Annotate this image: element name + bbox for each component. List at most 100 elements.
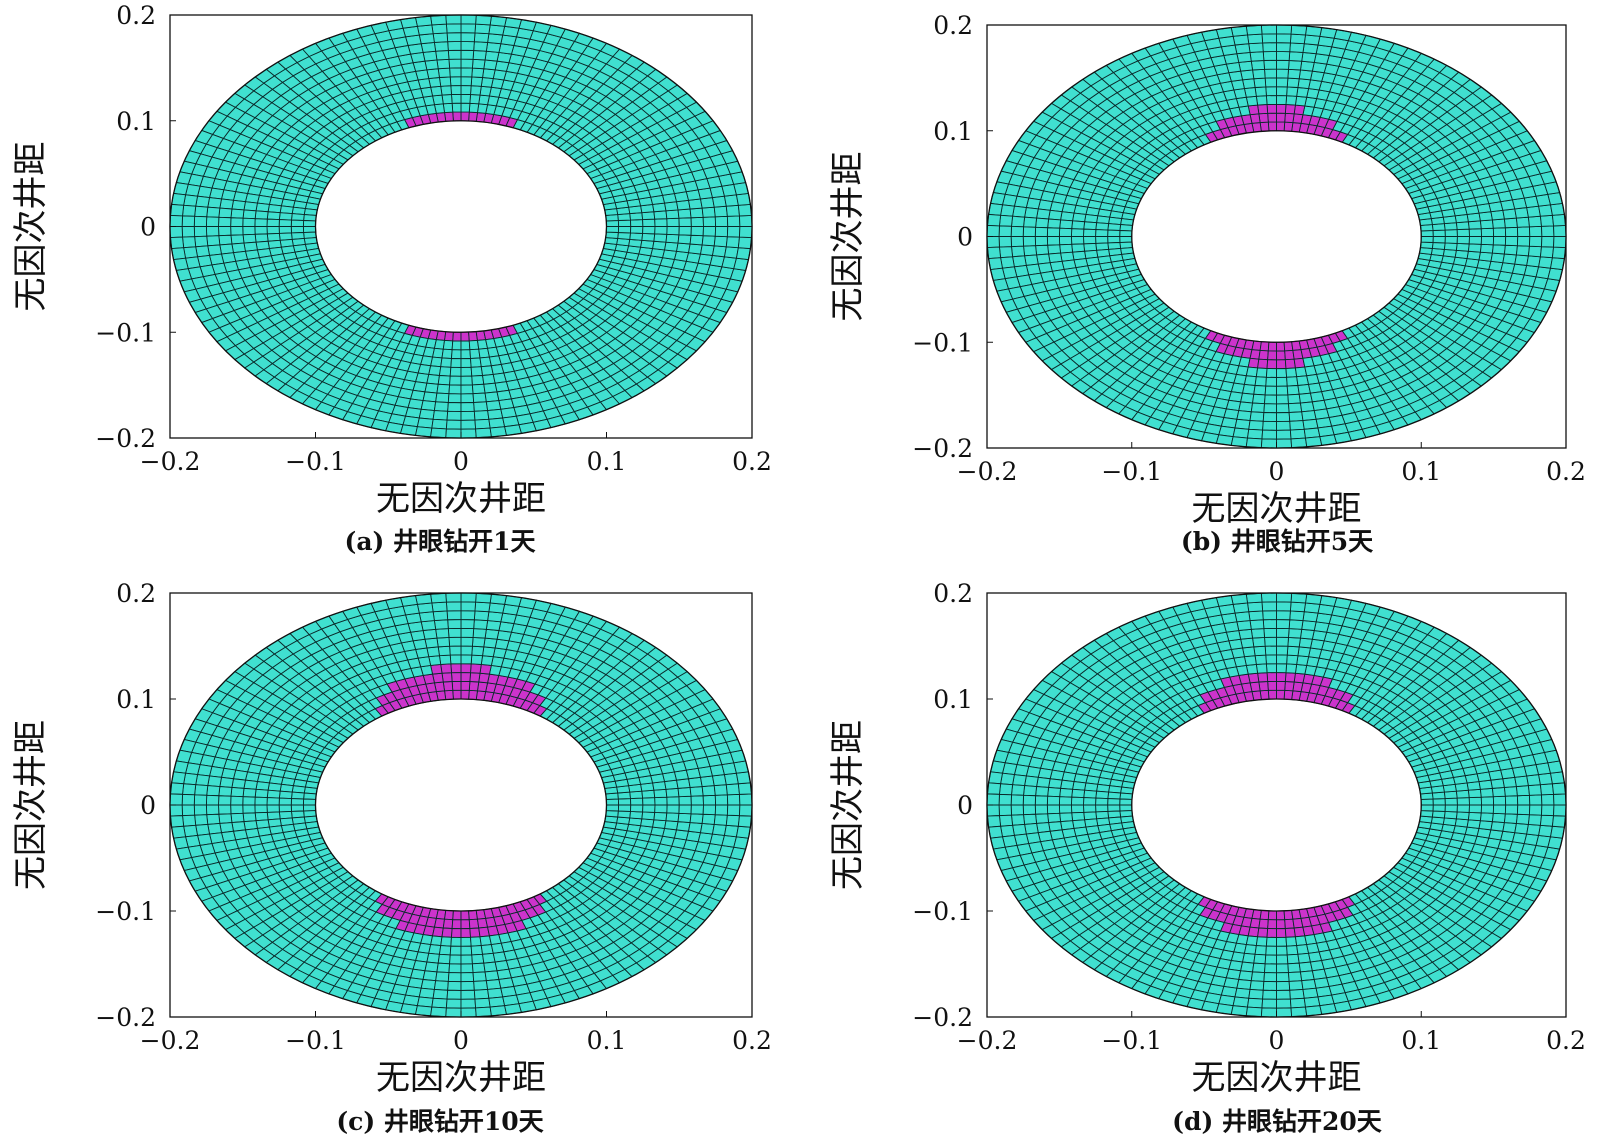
mesh-cell [725,783,740,796]
mesh-cell [1289,33,1307,45]
mesh-cell [1504,795,1519,806]
mesh-cell [1444,229,1458,237]
mesh-cell [460,1007,477,1018]
mesh-cell [1276,368,1288,378]
mesh-cell [653,811,668,822]
mesh-cell [1010,225,1024,237]
mesh-cell [726,804,741,817]
failure-cell [468,689,478,701]
mesh-cell [447,627,462,638]
mesh-cell [1276,42,1291,53]
mesh-cell [473,41,489,52]
mesh-cell [737,236,753,250]
mesh-cell [448,636,462,647]
x-tick-label: 0.1 [587,1026,627,1055]
mesh-cell [478,94,490,106]
mesh-cell [431,23,448,35]
mesh-cell [1034,236,1049,247]
mesh-cell [440,936,452,947]
mesh-cell [242,226,256,236]
mesh-cell [1034,226,1049,237]
mesh-cell [1245,366,1259,378]
mesh-cell [654,796,668,806]
mesh-cell [230,208,245,219]
mesh-cell [711,245,727,258]
mesh-cell [664,820,679,831]
mesh-cell [690,226,704,237]
mesh-cell [1504,236,1519,247]
mesh-cell [702,216,717,227]
mesh-cell [230,812,245,824]
mesh-cell [438,76,452,87]
mesh-cell [460,645,473,656]
mesh-cell [428,944,442,955]
failure-cell [476,681,489,693]
failure-cell [1276,359,1287,370]
mesh-cell [432,32,449,43]
mesh-cell [475,14,492,26]
mesh-cell [688,243,703,255]
mesh-cell [432,410,449,421]
mesh-cell [654,226,668,235]
mesh-cell [664,241,679,252]
mesh-cell [677,208,692,219]
mesh-cell [688,822,703,834]
mesh-cell [1443,242,1458,251]
mesh-cell [1265,376,1277,387]
mesh-cell [723,194,739,207]
mesh-cell [1262,619,1277,630]
mesh-cell [689,813,704,824]
mesh-cell [460,636,474,647]
failure-cell [478,672,490,684]
mesh-cell [290,804,305,812]
mesh-cell [1299,628,1315,640]
mesh-cell [231,778,246,789]
mesh-cell [702,804,717,816]
mesh-cell [460,349,472,360]
mesh-cell [460,340,471,351]
failure-cell [1283,121,1294,132]
mesh-cell [1265,95,1277,105]
mesh-cell [676,821,691,832]
mesh-cell [473,610,490,621]
mesh-cell [169,782,185,795]
y-tick-label: −0.2 [95,424,156,453]
mesh-cell [678,217,692,227]
mesh-cell [640,239,655,250]
mesh-cell [713,235,728,248]
mesh-cell [986,224,1000,237]
mesh-cell [448,963,462,974]
mesh-cell [302,226,317,233]
mesh-cell [431,418,448,430]
mesh-cell [642,218,656,227]
mesh-cell [702,226,717,237]
mesh-cell [230,217,244,227]
failure-cell [1283,689,1294,701]
mesh-cell [986,236,1000,249]
mesh-cell [447,980,462,991]
mesh-cell [690,216,704,227]
mesh-cell [194,205,209,218]
mesh-cell [242,233,257,244]
x-tick-label: 0.1 [587,447,627,476]
mesh-cell [1444,797,1458,806]
failure-cell [432,926,444,938]
mesh-cell [183,824,199,838]
mesh-cell [1526,774,1541,787]
mesh-cell [447,619,462,630]
mesh-cell [460,32,476,43]
chart-panel-c: −0.2 −0.1 0 0.1 0.20.20.10−0.1−0.2无因次井距无因次井距… [11,579,772,1136]
failure-cell [444,909,454,921]
mesh-cell [1286,385,1300,396]
mesh-cell [1490,252,1505,264]
mesh-cell [267,782,282,792]
y-tick-label: 0.2 [933,11,973,40]
mesh-cell [1276,420,1291,431]
failure-cell [440,663,452,674]
failure-cell [1284,104,1296,115]
mesh-cell [266,211,281,221]
mesh-cell [1276,59,1290,70]
failure-cell [460,680,471,691]
mesh-cell [1276,394,1289,405]
mesh-cell [460,954,473,965]
